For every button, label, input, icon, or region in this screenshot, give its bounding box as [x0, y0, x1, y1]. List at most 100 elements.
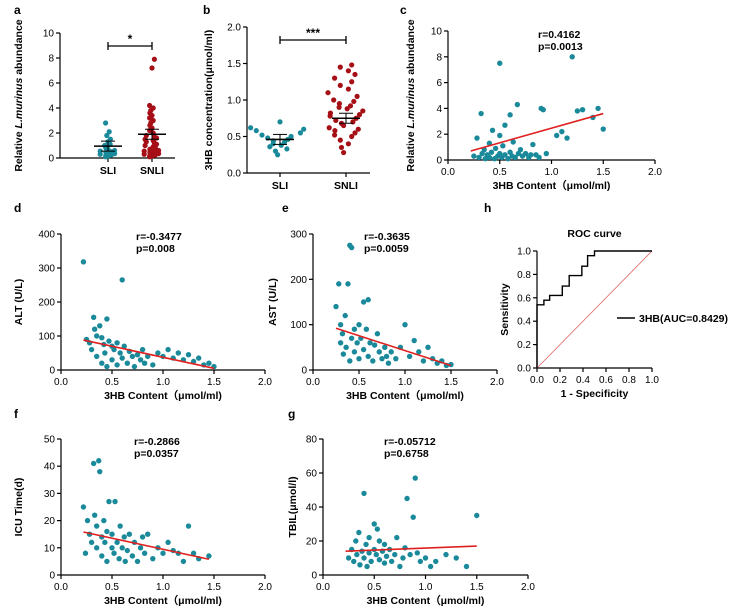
- p-value: p=0.008: [136, 243, 175, 255]
- x-tick-label: 1.0: [545, 167, 559, 178]
- data-point: [102, 539, 108, 546]
- data-point: [339, 331, 346, 337]
- data-point: [356, 321, 362, 328]
- data-point: [443, 551, 449, 558]
- y-tick-label: 300: [290, 230, 307, 241]
- data-point: [137, 545, 144, 551]
- data-point: [416, 349, 422, 355]
- data-point: [139, 534, 146, 540]
- data-point: [141, 148, 147, 154]
- data-point: [342, 312, 348, 319]
- data-point: [131, 363, 138, 370]
- y-tick-label: 20: [306, 537, 318, 548]
- x-tick-label: 1.5: [207, 377, 221, 388]
- reference-diagonal: [536, 250, 653, 369]
- data-point: [337, 137, 343, 143]
- x-tick-label: 0.5: [493, 167, 507, 178]
- r-value: r=-0.3477: [136, 231, 182, 243]
- data-point: [114, 362, 120, 368]
- y-tick-label: 100: [38, 332, 55, 343]
- data-point: [370, 358, 376, 364]
- y-tick-label: 10: [431, 27, 443, 38]
- data-point: [453, 555, 459, 561]
- data-point: [559, 128, 565, 135]
- data-point: [394, 534, 400, 541]
- data-point: [91, 512, 98, 518]
- data-point: [288, 133, 294, 140]
- data-point: [360, 108, 366, 114]
- data-point: [185, 352, 192, 358]
- data-point: [104, 363, 110, 370]
- data-point: [137, 357, 144, 363]
- r-value: r=-0.2866: [134, 436, 180, 448]
- data-point: [365, 353, 371, 360]
- data-point: [253, 128, 259, 134]
- x-tick-label: 0.0: [316, 582, 330, 593]
- x-axis-label: 3HB Content（μmol/ml): [104, 389, 222, 402]
- regression-line: [83, 339, 215, 370]
- x-tick-label: 0.0: [530, 375, 544, 386]
- data-point: [364, 563, 370, 570]
- data-point: [175, 350, 181, 356]
- data-point: [150, 555, 156, 562]
- data-point: [360, 299, 367, 305]
- data-point: [97, 148, 103, 154]
- y-tick-label: 200: [38, 298, 55, 309]
- data-point: [427, 563, 434, 570]
- data-point: [124, 547, 130, 554]
- panel-f: f 0 10 20 30 40 50 0.0 0.5 1.0 1.5 2.0 ICU Time(d) 3H…: [13, 407, 272, 607]
- data-point: [336, 101, 342, 107]
- x-tick-label: 1.5: [470, 582, 484, 593]
- data-point: [371, 342, 378, 348]
- data-point: [361, 555, 367, 561]
- x-tick-label: 0.2: [553, 375, 567, 386]
- data-point: [497, 60, 503, 66]
- data-point: [94, 523, 100, 529]
- data-point: [353, 538, 359, 544]
- data-point: [412, 475, 418, 481]
- data-point: [540, 106, 546, 113]
- data-point: [149, 65, 155, 71]
- data-point: [414, 550, 420, 556]
- x-axis-label: 3HB Content（μmol/ml): [367, 594, 485, 607]
- r-value: r=0.4162: [538, 29, 580, 41]
- y-label-suffix: abundance: [405, 19, 417, 78]
- y-tick-label: 60: [306, 469, 318, 480]
- data-point: [259, 132, 265, 138]
- data-point: [422, 555, 429, 561]
- p-value: p=0.6758: [384, 448, 429, 460]
- y-tick-label: 0: [49, 366, 55, 377]
- data-point: [553, 132, 560, 139]
- data-point: [104, 558, 110, 565]
- data-point: [406, 353, 413, 360]
- data-point: [109, 545, 115, 551]
- roc-curve: [536, 250, 652, 368]
- x-axis-label: 1 - Specificity: [561, 388, 629, 400]
- data-point: [119, 355, 125, 361]
- panel-letter: d: [14, 201, 21, 215]
- data-point: [336, 281, 342, 287]
- y-tick-label: 10: [44, 543, 56, 554]
- data-point: [139, 346, 146, 353]
- data-point: [366, 534, 372, 541]
- data-point: [510, 139, 516, 145]
- y-tick-label: 6: [48, 79, 54, 90]
- data-point: [206, 553, 212, 559]
- x-tick-label: 0.4: [576, 375, 590, 386]
- r-value: r=-0.05712: [384, 436, 436, 448]
- y-axis-label: AST (U/L): [267, 278, 279, 326]
- data-point: [155, 350, 161, 356]
- data-point: [347, 358, 353, 364]
- data-point: [420, 358, 427, 364]
- data-point: [94, 353, 100, 360]
- significance-marker: *: [128, 32, 133, 46]
- y-label-prefix: Relative: [405, 128, 417, 171]
- x-tick-label: 1.0: [419, 582, 433, 593]
- data-point: [381, 560, 388, 566]
- y-label-species: L.murinus: [405, 78, 417, 129]
- data-point: [337, 340, 344, 346]
- data-point: [367, 340, 373, 346]
- data-point: [340, 351, 347, 357]
- data-point: [383, 553, 390, 559]
- y-tick-label: 0.5: [227, 132, 241, 143]
